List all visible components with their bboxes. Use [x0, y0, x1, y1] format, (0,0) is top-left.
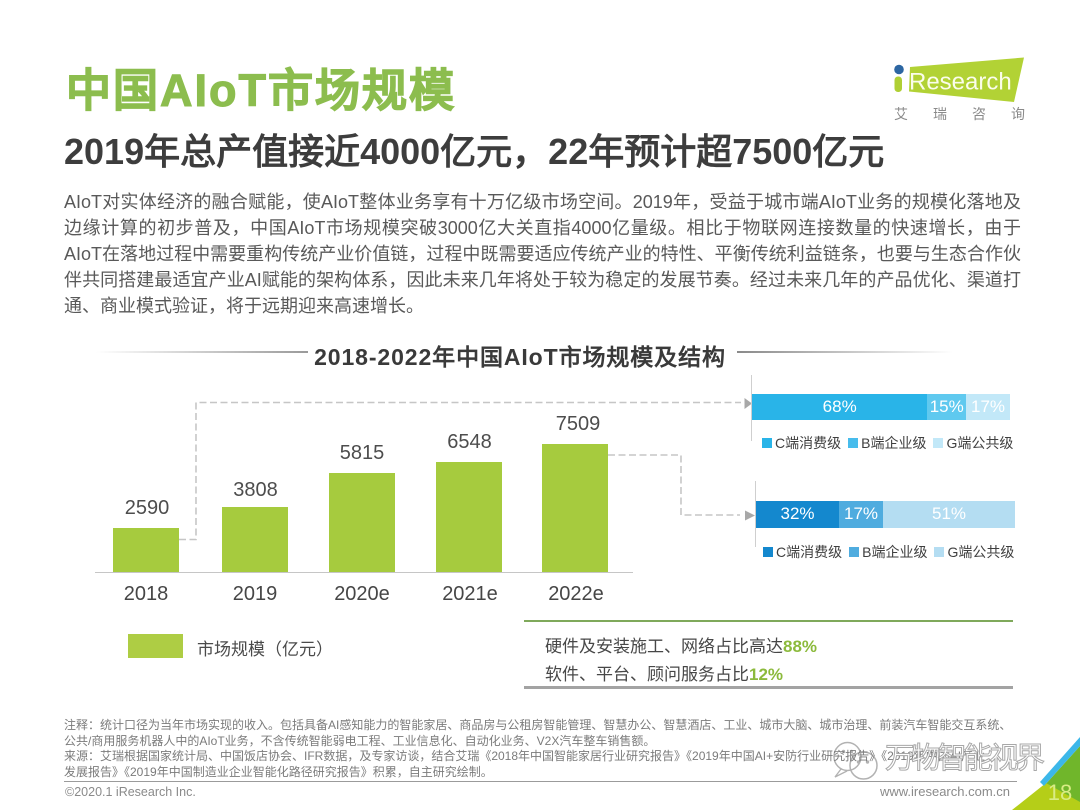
svg-text:Research: Research: [909, 69, 1012, 96]
